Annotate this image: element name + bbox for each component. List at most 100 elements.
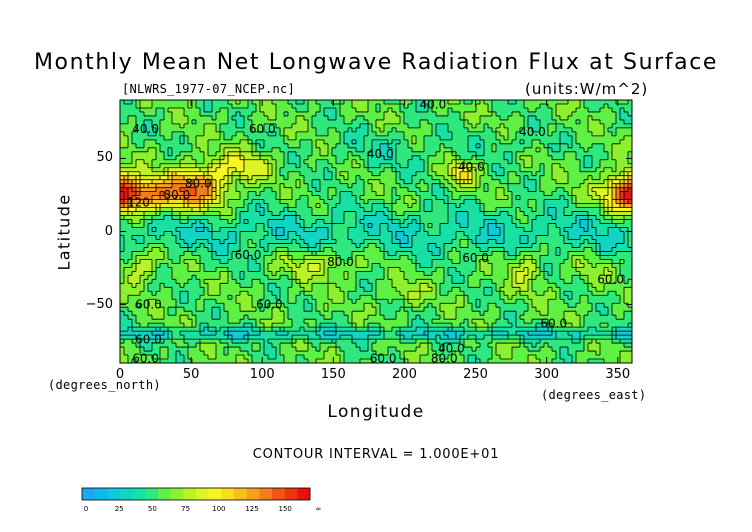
- field-cell: [564, 127, 569, 133]
- field-cell: [448, 215, 453, 220]
- field-cell: [376, 183, 381, 189]
- field-cell: [528, 183, 533, 189]
- field-cell: [488, 191, 493, 197]
- field-cell: [436, 203, 441, 208]
- field-cell: [340, 103, 345, 109]
- field-cell: [252, 231, 257, 236]
- field-cell: [368, 111, 373, 117]
- field-cell: [572, 115, 577, 121]
- field-cell: [240, 107, 245, 113]
- field-cell: [492, 119, 497, 125]
- field-cell: [528, 191, 533, 197]
- field-cell: [560, 135, 565, 141]
- field-cell: [556, 107, 561, 113]
- field-cell: [396, 131, 401, 137]
- field-cell: [508, 239, 513, 244]
- field-cell: [436, 131, 441, 137]
- field-cell: [256, 167, 261, 173]
- field-cell: [184, 115, 189, 121]
- field-cell: [328, 115, 333, 121]
- field-cell: [480, 123, 485, 129]
- field-cell: [552, 103, 557, 109]
- field-cell: [356, 239, 361, 244]
- field-cell: [472, 215, 477, 220]
- field-cell: [128, 139, 133, 145]
- field-cell: [180, 227, 185, 232]
- field-cell: [488, 155, 493, 161]
- field-cell: [476, 147, 481, 153]
- field-cell: [228, 135, 233, 141]
- field-cell: [208, 119, 213, 125]
- field-cell: [256, 100, 261, 105]
- field-cell: [176, 115, 181, 121]
- field-cell: [400, 187, 405, 193]
- field-cell: [448, 123, 453, 129]
- field-cell: [280, 143, 285, 149]
- field-cell: [364, 251, 369, 256]
- field-cell: [220, 143, 225, 149]
- field-cell: [268, 247, 273, 252]
- field-cell: [320, 131, 325, 137]
- field-cell: [516, 103, 521, 109]
- field-cell: [220, 115, 225, 121]
- field-cell: [428, 235, 433, 240]
- field-cell: [588, 119, 593, 125]
- field-cell: [396, 123, 401, 129]
- field-cell: [540, 131, 545, 137]
- field-cell: [180, 127, 185, 133]
- field-cell: [172, 119, 177, 125]
- field-cell: [132, 215, 137, 220]
- field-cell: [576, 131, 581, 137]
- field-cell: [252, 123, 257, 129]
- field-cell: [412, 115, 417, 121]
- field-cell: [492, 100, 497, 105]
- field-cell: [572, 211, 577, 216]
- field-cell: [244, 223, 249, 228]
- field-cell: [452, 103, 457, 109]
- field-cell: [348, 103, 353, 109]
- field-cell: [616, 243, 621, 248]
- field-cell: [428, 211, 433, 216]
- field-cell: [372, 107, 377, 113]
- field-cell: [576, 239, 581, 244]
- field-cell: [372, 139, 377, 145]
- field-cell: [560, 171, 565, 177]
- field-cell: [508, 115, 513, 121]
- field-cell: [164, 111, 169, 117]
- field-cell: [576, 231, 581, 236]
- field-cell: [204, 103, 209, 109]
- field-cell: [324, 103, 329, 109]
- field-cell: [224, 111, 229, 117]
- field-cell: [500, 119, 505, 125]
- field-cell: [232, 103, 237, 109]
- field-cell: [192, 111, 197, 117]
- field-cell: [384, 195, 389, 201]
- field-cell: [568, 103, 573, 109]
- field-cell: [136, 103, 141, 109]
- field-cell: [336, 143, 341, 149]
- field-cell: [312, 107, 317, 113]
- field-cell: [436, 191, 441, 197]
- field-cell: [120, 123, 125, 129]
- field-cell: [296, 251, 301, 256]
- field-cell: [360, 243, 365, 248]
- field-cell: [264, 123, 269, 129]
- field-cell: [124, 111, 129, 117]
- field-cell: [192, 127, 197, 133]
- field-cell: [336, 203, 341, 208]
- field-cell: [268, 139, 273, 145]
- field-cell: [424, 127, 429, 133]
- field-cell: [256, 127, 261, 133]
- field-cell: [220, 167, 225, 173]
- field-cell: [544, 183, 549, 189]
- field-cell: [356, 235, 361, 240]
- field-cell: [316, 115, 321, 121]
- field-cell: [436, 163, 441, 169]
- field-cell: [436, 187, 441, 193]
- field-cell: [248, 135, 253, 141]
- field-cell: [532, 111, 537, 117]
- field-cell: [200, 119, 205, 125]
- field-cell: [240, 100, 245, 105]
- field-cell: [512, 131, 517, 137]
- field-cell: [220, 163, 225, 169]
